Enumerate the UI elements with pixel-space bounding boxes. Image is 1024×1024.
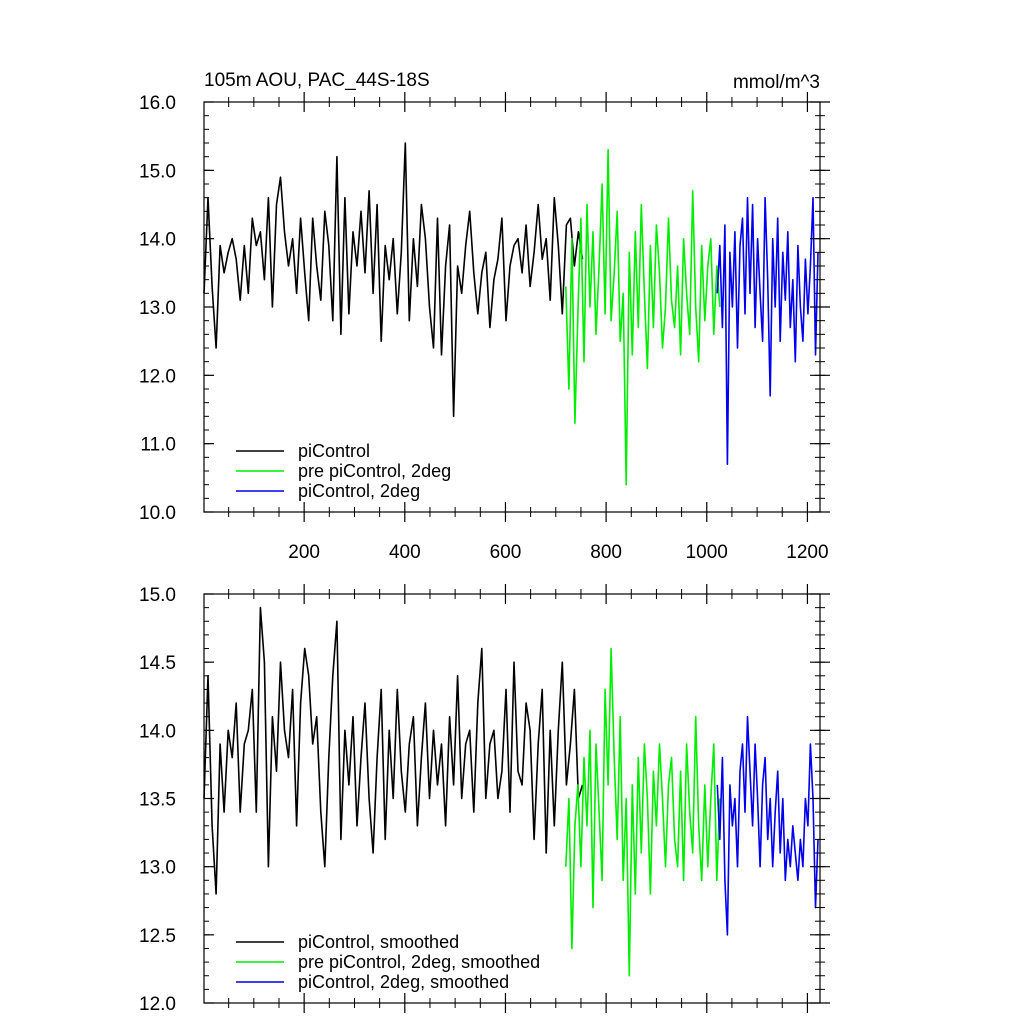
y-tick-label: 14.5 <box>139 653 176 674</box>
y-tick-label: 10.0 <box>139 503 176 524</box>
x-tick-label: 1200 <box>786 542 828 563</box>
series-line-3 <box>716 715 819 936</box>
units-label: mmol/m^3 <box>733 72 820 93</box>
series-line-1 <box>203 142 584 418</box>
y-tick-label: 12.0 <box>139 994 176 1015</box>
y-tick-label: 12.0 <box>139 366 176 387</box>
x-tick-label: 200 <box>288 542 320 563</box>
bottom-panel: 12.0 12.5 13.0 13.5 14.0 14.5 15.0 piControl, s… <box>139 584 830 1015</box>
y-tick-label: 11.0 <box>140 435 176 456</box>
series-line-2 <box>565 149 721 486</box>
legend-label: pre piControl, 2deg <box>298 461 451 481</box>
y-tick-label: 16.0 <box>139 93 176 114</box>
legend-label: piControl, 2deg, smoothed <box>298 972 509 992</box>
chart-title: 105m AOU, PAC_44S-18S <box>204 70 430 91</box>
x-tick-label: 400 <box>389 542 421 563</box>
top-panel: 105m AOU, PAC_44S-18S mmol/m^3 200 400 600… <box>139 70 830 563</box>
y-tick-label: 13.0 <box>139 858 176 879</box>
y-tick-label: 13.0 <box>139 298 176 319</box>
legend-label: piControl <box>298 441 370 461</box>
legend-label: pre piControl, 2deg, smoothed <box>298 952 540 972</box>
y-tick-label: 12.5 <box>139 926 176 947</box>
legend-label: piControl, smoothed <box>298 932 459 952</box>
y-tick-label: 13.5 <box>139 790 176 811</box>
legend-label: piControl, 2deg <box>298 481 420 501</box>
series-line-1 <box>203 606 584 895</box>
series-line-2 <box>565 647 721 977</box>
y-tick-label: 15.0 <box>139 585 176 606</box>
y-tick-label: 14.0 <box>139 230 176 251</box>
x-tick-label: 1000 <box>686 542 728 563</box>
y-tick-label: 15.0 <box>139 161 176 182</box>
x-tick-label: 600 <box>490 542 522 563</box>
x-tick-label: 800 <box>590 542 622 563</box>
series-line-3 <box>716 196 819 466</box>
y-tick-label: 14.0 <box>139 721 176 742</box>
